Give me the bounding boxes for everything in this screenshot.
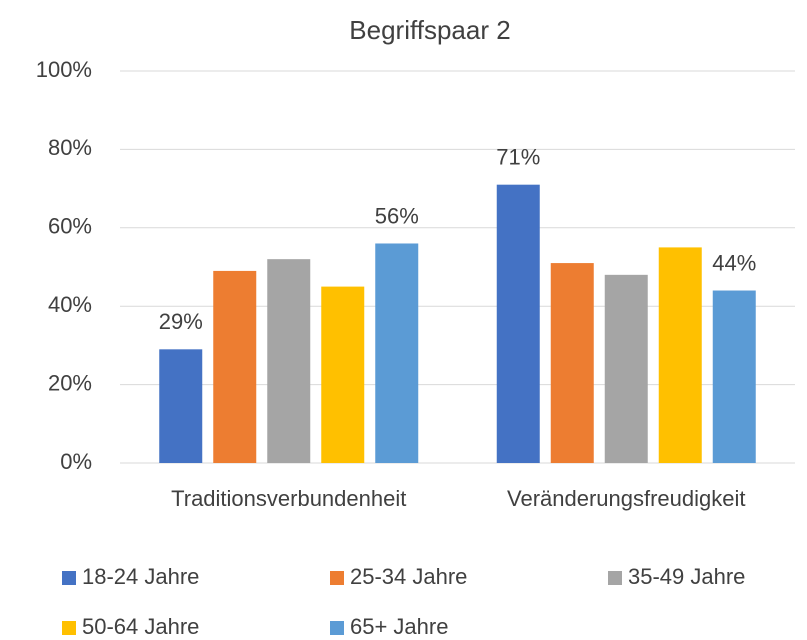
y-tick-label: 20% bbox=[48, 370, 92, 395]
data-label: 29% bbox=[159, 309, 203, 334]
legend-label: 35-49 Jahre bbox=[628, 564, 745, 589]
y-tick-label: 80% bbox=[48, 135, 92, 160]
bar bbox=[658, 247, 702, 463]
legend-swatch bbox=[330, 571, 344, 585]
legend-label: 65+ Jahre bbox=[350, 614, 448, 639]
legend-label: 18-24 Jahre bbox=[82, 564, 199, 589]
data-label: 56% bbox=[375, 203, 419, 228]
data-label: 71% bbox=[496, 144, 540, 169]
legend-swatch bbox=[62, 571, 76, 585]
legend-swatch bbox=[62, 621, 76, 635]
bar bbox=[712, 290, 756, 463]
chart-title: Begriffspaar 2 bbox=[349, 15, 510, 45]
legend-swatch bbox=[608, 571, 622, 585]
y-tick-label: 40% bbox=[48, 292, 92, 317]
y-tick-label: 100% bbox=[36, 57, 92, 82]
bar bbox=[267, 259, 311, 463]
bar bbox=[375, 243, 419, 463]
y-tick-label: 0% bbox=[60, 449, 92, 474]
legend-label: 25-34 Jahre bbox=[350, 564, 467, 589]
x-tick-label: Traditionsverbundenheit bbox=[171, 486, 406, 511]
bar bbox=[604, 274, 648, 463]
x-tick-label: Veränderungsfreudigkeit bbox=[507, 486, 746, 511]
bar bbox=[213, 270, 257, 463]
bar bbox=[496, 184, 540, 463]
legend-label: 50-64 Jahre bbox=[82, 614, 199, 639]
bar bbox=[321, 286, 365, 463]
data-label: 44% bbox=[712, 250, 756, 275]
bar bbox=[550, 263, 594, 463]
y-tick-label: 60% bbox=[48, 214, 92, 239]
legend-swatch bbox=[330, 621, 344, 635]
bar bbox=[159, 349, 203, 463]
